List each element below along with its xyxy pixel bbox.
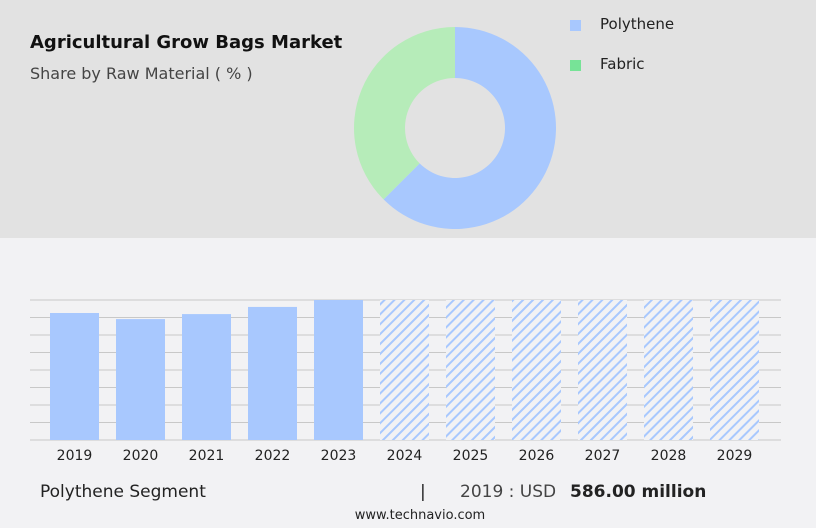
x-tick-label: 2020 <box>123 448 159 464</box>
donut-slice-polythene <box>383 27 556 229</box>
x-tick-label: 2024 <box>387 448 423 464</box>
legend-label: Fabric <box>600 55 645 73</box>
x-tick-label: 2023 <box>321 448 357 464</box>
x-tick-label: 2022 <box>255 448 291 464</box>
chart-title: Agricultural Grow Bags Market <box>30 32 343 53</box>
separator: | <box>420 482 426 502</box>
x-tick-label: 2028 <box>651 448 687 464</box>
segment-value: 586.00 million <box>570 482 707 502</box>
bar-2021 <box>182 314 231 440</box>
x-tick-label: 2021 <box>189 448 225 464</box>
chart-subtitle: Share by Raw Material ( % ) <box>30 64 253 83</box>
legend-swatch <box>570 20 581 31</box>
x-tick-label: 2029 <box>717 448 753 464</box>
x-tick-label: 2026 <box>519 448 555 464</box>
bar-2027 <box>578 300 627 440</box>
bar-2025 <box>446 300 495 440</box>
legend-item-polythene: Polythene <box>570 15 770 37</box>
bar-2024 <box>380 300 429 440</box>
bar-2026 <box>512 300 561 440</box>
bar-2023 <box>314 300 363 440</box>
bar-2029 <box>710 300 759 440</box>
year-label: 2019 : USD <box>460 482 557 502</box>
bar-2028 <box>644 300 693 440</box>
legend-swatch <box>570 60 581 71</box>
x-tick-label: 2027 <box>585 448 621 464</box>
x-tick-label: 2025 <box>453 448 489 464</box>
source-url: www.technavio.com <box>354 508 486 523</box>
x-tick-label: 2019 <box>57 448 93 464</box>
bar-2022 <box>248 306 297 440</box>
bar-2019 <box>50 313 99 440</box>
segment-label: Polythene Segment <box>40 482 206 502</box>
legend-label: Polythene <box>600 15 675 33</box>
bar-2020 <box>116 319 165 440</box>
donut-slice-fabric <box>353 27 455 200</box>
legend-item-fabric: Fabric <box>570 55 770 77</box>
